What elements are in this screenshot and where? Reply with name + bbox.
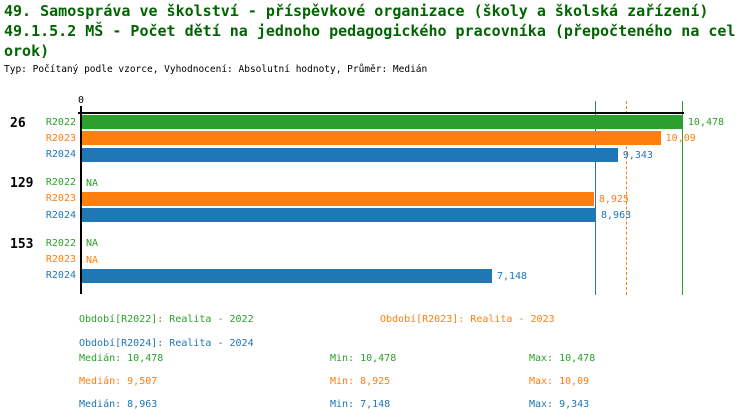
stat-min-r2022: Min: 10,478 — [330, 353, 397, 364]
stat-median-r2023: Medián: 9,507 — [79, 376, 158, 387]
stat-median-r2024: Medián: 8,963 — [79, 399, 158, 410]
na-value-label: NA — [86, 238, 99, 250]
row-period-label-r2022: R2022 — [45, 177, 76, 189]
page-title-line-2: 49.1.5.2 MŠ - Počet dětí na jednoho peda… — [4, 22, 736, 40]
stat-median-r2022: Medián: 10,478 — [79, 353, 164, 364]
bar-26-r2024 — [82, 147, 618, 162]
chart-subtitle: Typ: Počítaný podle vzorce, Vyhodnocení:… — [4, 64, 428, 75]
row-period-label-r2022: R2022 — [45, 116, 76, 128]
row-period-label-r2022: R2022 — [45, 237, 76, 249]
row-period-label-r2023: R2023 — [45, 254, 76, 265]
na-value-label: NA — [86, 254, 99, 266]
bar-value-label: 8,925 — [598, 193, 629, 205]
bar-129-r2024 — [82, 208, 597, 223]
bar-value-label: 9,343 — [622, 149, 653, 161]
x-axis-line — [78, 112, 684, 114]
bar-value-label: 8,963 — [601, 210, 632, 222]
median-line-r2024 — [595, 101, 597, 295]
bar-153-r2024 — [82, 268, 492, 283]
na-value-label: NA — [86, 177, 99, 189]
bar-value-label: 7,148 — [496, 270, 528, 282]
stat-min-r2024: Min: 7,148 — [330, 399, 391, 410]
legend-item-r2022: Období[R2022]: Realita - 2022 — [79, 314, 254, 325]
y-axis-line — [80, 106, 82, 294]
page-title-line-1: 49. Samospráva ve školství - příspěvkové… — [4, 2, 709, 20]
group-label-26: 26 — [10, 115, 26, 131]
group-label-153: 153 — [10, 236, 34, 252]
bar-value-label: 10,09 — [665, 133, 696, 145]
median-line-r2023 — [626, 101, 628, 295]
page-title-line-3: orok) — [4, 42, 50, 60]
legend-item-r2023: Období[R2023]: Realita - 2023 — [380, 314, 555, 325]
row-period-label-r2023: R2023 — [45, 193, 76, 205]
bar-129-r2023 — [82, 191, 594, 206]
bar-26-r2023 — [82, 131, 661, 146]
legend-item-r2024: Období[R2024]: Realita - 2024 — [79, 338, 254, 349]
stat-min-r2023: Min: 8,925 — [330, 376, 391, 387]
bar-value-label: 10,478 — [687, 117, 725, 128]
median-line-r2022 — [681, 101, 683, 295]
x-axis-zero-tick-label: 0 — [77, 95, 85, 106]
row-period-label-r2024: R2024 — [45, 149, 76, 161]
stat-max-r2022: Max: 10,478 — [529, 353, 596, 364]
row-period-label-r2024: R2024 — [45, 270, 76, 282]
group-label-129: 129 — [10, 176, 34, 192]
stat-max-r2024: Max: 9,343 — [529, 399, 590, 410]
stat-max-r2023: Max: 10,09 — [529, 376, 590, 387]
bar-26-r2022 — [82, 115, 683, 129]
row-period-label-r2024: R2024 — [45, 209, 76, 221]
row-period-label-r2023: R2023 — [45, 132, 76, 144]
